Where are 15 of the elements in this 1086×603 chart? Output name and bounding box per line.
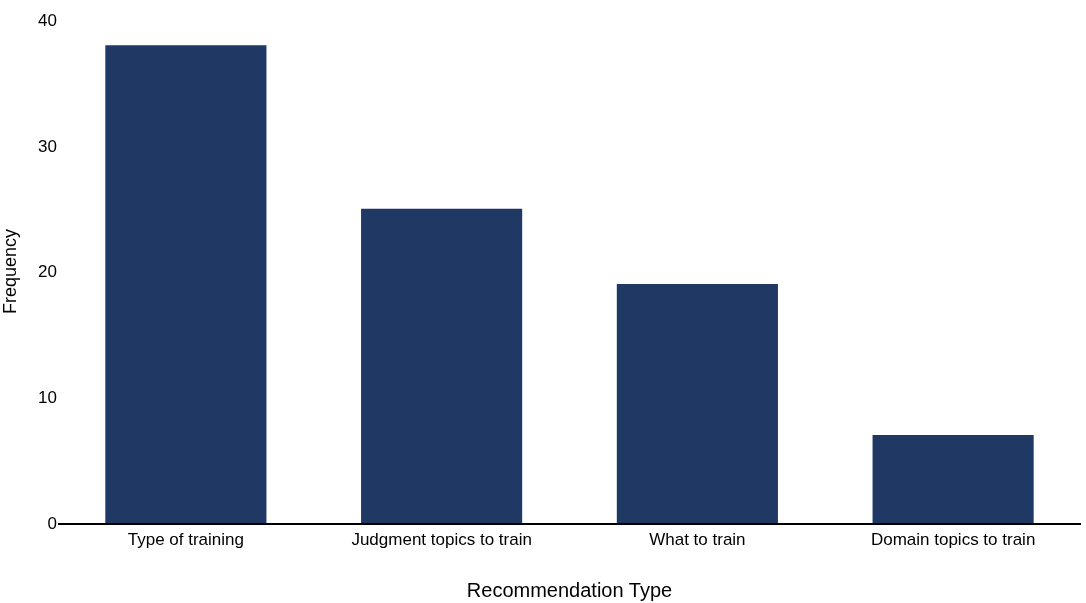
bar [361, 208, 523, 523]
bar [872, 434, 1034, 523]
x-tick-label: Type of training [127, 530, 245, 550]
x-axis-title: Recommendation Type [466, 579, 673, 602]
bar [105, 45, 267, 523]
bar [616, 284, 778, 523]
y-tick-label: 20 [38, 262, 57, 282]
x-tick-label: Domain topics to train [870, 530, 1036, 550]
y-tick-label: 10 [38, 388, 57, 408]
y-axis-title: Frequency [0, 228, 20, 315]
x-tick-label: Judgment topics to train [351, 530, 532, 550]
x-tick-label: What to train [649, 530, 746, 550]
y-tick-label: 40 [38, 10, 57, 30]
y-tick-label: 30 [38, 136, 57, 156]
y-tick-label: 0 [47, 513, 57, 533]
